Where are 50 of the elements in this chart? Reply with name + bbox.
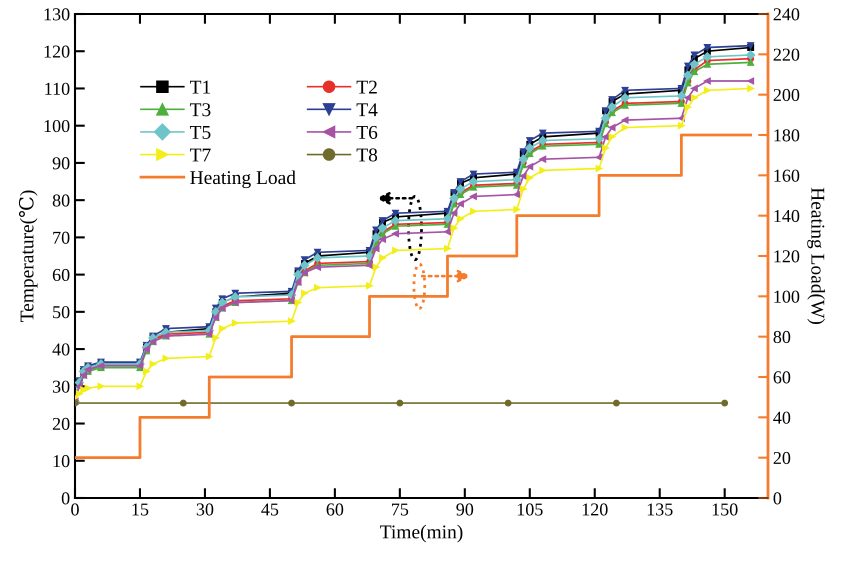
x-tick-label: 75 <box>392 504 408 516</box>
x-tick-label: 0 <box>71 503 79 516</box>
y-tick-label: 110 <box>45 82 70 95</box>
y2-tick-label: 140 <box>774 210 800 222</box>
y-axis-title: Temperature(℃) <box>18 190 38 322</box>
y-tick-label: 100 <box>44 120 70 132</box>
y2-tick-label: 240 <box>774 8 800 20</box>
y2-tick-label: 100 <box>774 290 800 303</box>
legend-label: T6 <box>356 126 378 139</box>
y-tick-label: 70 <box>53 232 70 244</box>
y-tick-label: 0 <box>62 492 70 504</box>
x-tick-label: 120 <box>582 503 608 516</box>
y2-tick-label: 180 <box>774 129 800 142</box>
x-tick-label: 135 <box>648 503 673 516</box>
legend-label: T1 <box>190 80 210 94</box>
y-tick-label: 20 <box>52 418 70 430</box>
x-axis-title: Time(min) <box>380 524 462 542</box>
y2-tick-label: 60 <box>774 371 790 384</box>
y2-tick-label: 160 <box>774 170 800 182</box>
x-tick-label: 60 <box>326 503 344 516</box>
x-tick-label: 30 <box>196 503 214 516</box>
y-tick-label: 80 <box>52 194 70 207</box>
y2-tick-label: 220 <box>774 48 800 61</box>
legend-label: T8 <box>356 148 378 162</box>
x-tick-label: 15 <box>132 503 148 516</box>
y2-axis-title: Heating Load(W) <box>807 188 825 324</box>
x-tick-label: 90 <box>456 503 474 516</box>
legend-label: Heating Load <box>190 170 296 188</box>
y-tick-label: 130 <box>44 8 70 20</box>
y-tick-label: 10 <box>54 455 70 468</box>
y-tick-label: 50 <box>53 306 70 318</box>
legend-label: T3 <box>190 103 210 116</box>
y-tick-label: 40 <box>52 343 70 356</box>
y2-tick-label: 40 <box>773 412 790 424</box>
legend-label: T2 <box>356 80 377 94</box>
y-tick-label: 60 <box>52 268 70 282</box>
y-tick-label: 120 <box>44 45 70 58</box>
y2-tick-label: 20 <box>774 452 790 464</box>
legend-label: T4 <box>356 103 378 116</box>
y-tick-label: 30 <box>52 380 70 393</box>
x-tick-label: 105 <box>518 503 543 516</box>
legend-label: T7 <box>190 148 211 162</box>
y2-tick-label: 80 <box>774 330 790 344</box>
x-tick-label: 45 <box>261 504 278 516</box>
y2-tick-label: 0 <box>774 492 782 504</box>
legend-label: T5 <box>190 126 210 139</box>
y2-tick-label: 200 <box>774 88 800 102</box>
y2-tick-label: 120 <box>774 250 800 262</box>
x-tick-label: 150 <box>712 503 738 516</box>
y-tick-label: 90 <box>52 157 70 170</box>
